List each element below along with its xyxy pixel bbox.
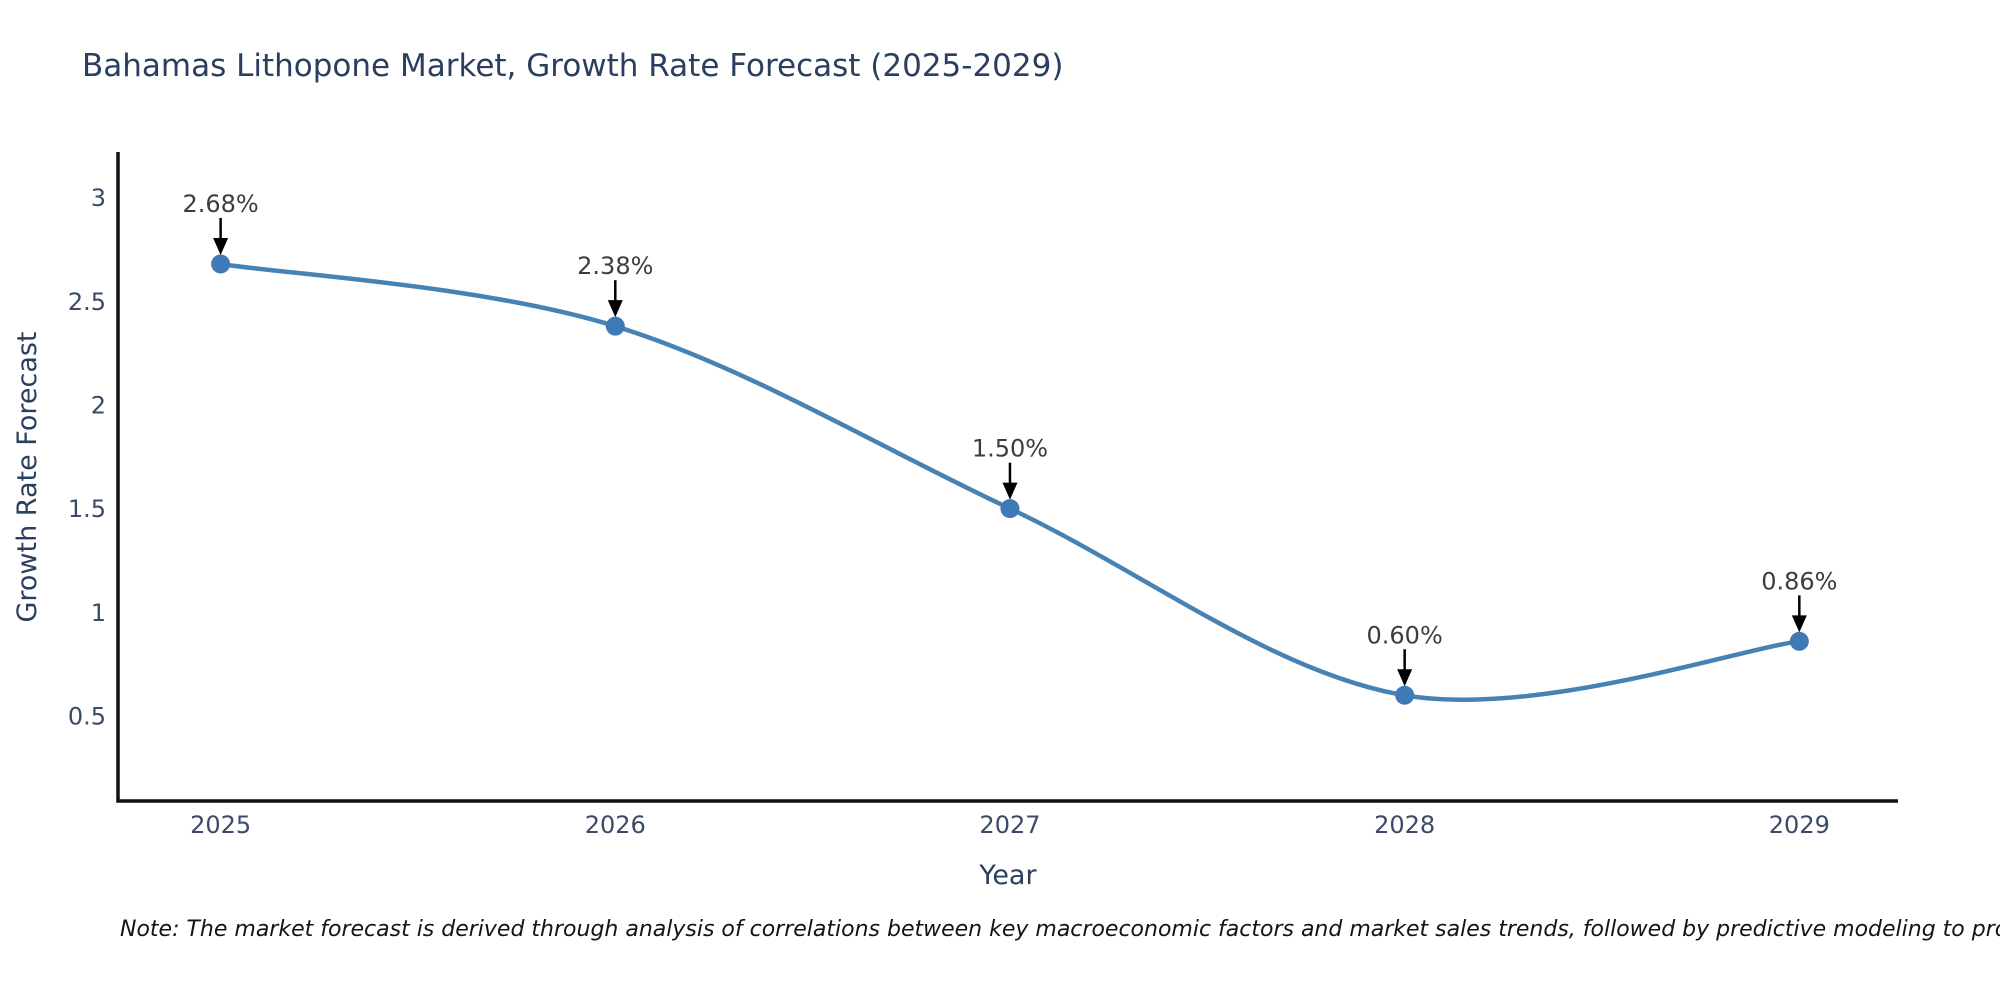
annotation-label: 0.86% xyxy=(1761,567,1837,595)
annotation-label: 0.60% xyxy=(1367,621,1443,649)
x-axis-ticks: 2025 2026 2027 2028 2029 xyxy=(190,811,1830,839)
point-annotations: 2.68% 2.38% 1.50% 0.60% 0.86% xyxy=(182,190,1837,687)
axis-lines xyxy=(116,152,1898,803)
x-tick-label: 2025 xyxy=(190,811,251,839)
annotation-arrow-head xyxy=(1791,615,1807,633)
chart-title: Bahamas Lithopone Market, Growth Rate Fo… xyxy=(82,48,1064,84)
annotation-label: 2.68% xyxy=(182,190,258,218)
y-tick-label: 2 xyxy=(91,391,106,419)
annotation-label: 2.38% xyxy=(577,252,653,280)
y-tick-label: 0.5 xyxy=(68,702,106,730)
x-tick-label: 2028 xyxy=(1374,811,1435,839)
data-point-2026[interactable] xyxy=(605,316,625,336)
y-tick-label: 1.5 xyxy=(68,495,106,523)
data-point-2027[interactable] xyxy=(1000,499,1020,519)
annotation-arrow-head xyxy=(607,300,623,318)
annotation-arrow-head xyxy=(1002,482,1018,500)
x-tick-label: 2029 xyxy=(1769,811,1830,839)
x-tick-label: 2026 xyxy=(585,811,646,839)
data-point-markers xyxy=(211,254,1809,705)
y-tick-label: 1 xyxy=(91,599,106,627)
annotation-label: 1.50% xyxy=(972,435,1048,463)
y-tick-label: 2.5 xyxy=(68,288,106,316)
x-axis-title: Year xyxy=(978,860,1037,891)
footnote: Note: The market forecast is derived thr… xyxy=(120,917,2000,942)
data-point-2028[interactable] xyxy=(1395,685,1415,705)
annotation-arrow-head xyxy=(1397,669,1413,687)
annotation-arrow-head xyxy=(213,237,229,255)
x-tick-label: 2027 xyxy=(979,811,1040,839)
y-tick-label: 3 xyxy=(91,184,106,212)
y-axis-title: Growth Rate Forecast xyxy=(12,331,43,622)
data-point-2025[interactable] xyxy=(211,254,231,274)
y-axis-ticks: 0.5 1 1.5 2 2.5 3 xyxy=(68,184,106,730)
data-point-2029[interactable] xyxy=(1789,631,1809,651)
